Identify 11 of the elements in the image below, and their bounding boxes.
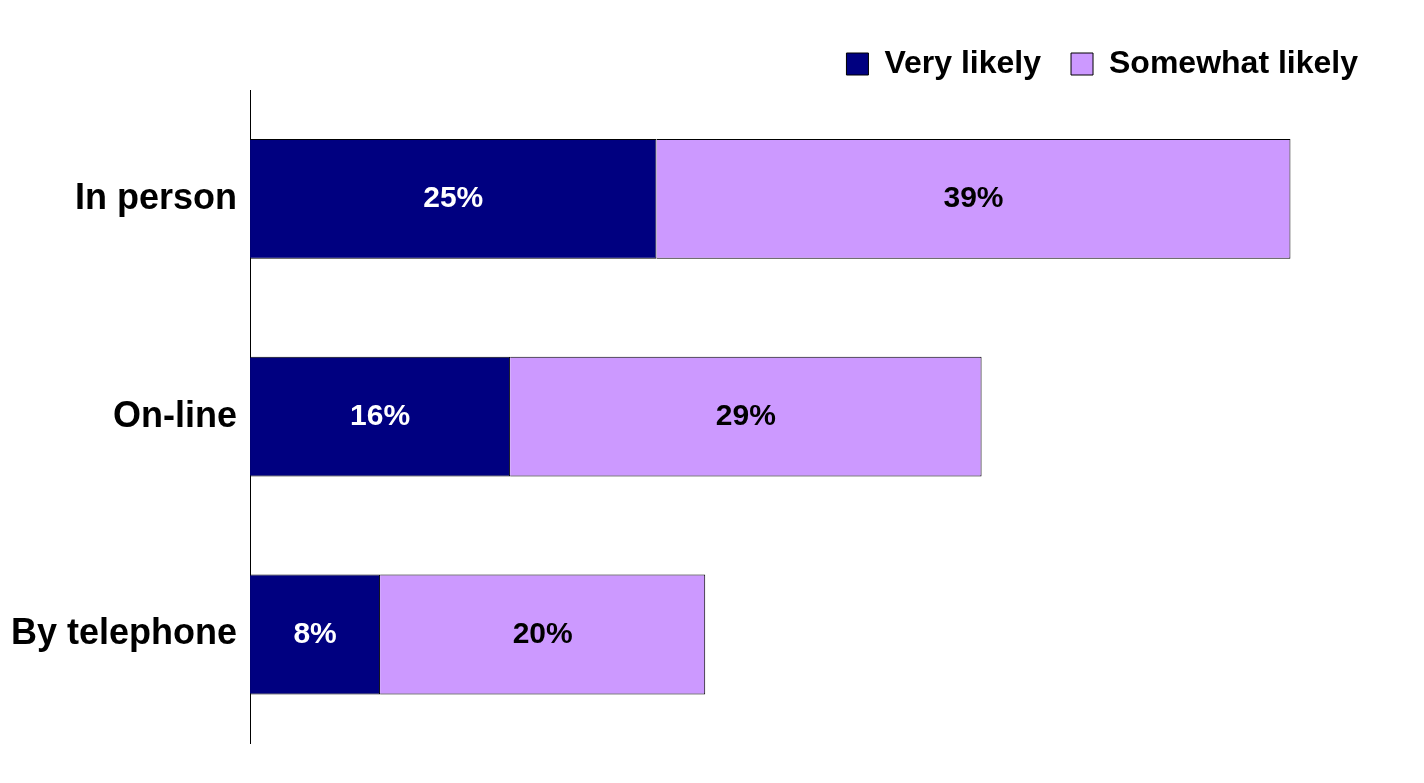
data-label: 25% (423, 180, 484, 214)
data-label: 29% (715, 397, 776, 431)
data-label: 16% (350, 397, 411, 431)
y-tick-label: By telephone (10, 611, 238, 653)
data-label: 39% (943, 180, 1004, 214)
y-tick-label: In person (75, 175, 238, 217)
data-label: 20% (512, 615, 573, 649)
legend-label: Somewhat likely (1109, 43, 1359, 80)
legend-label: Very likely (884, 43, 1042, 80)
data-label: 8% (293, 615, 337, 649)
y-tick-label: On-line (113, 393, 238, 435)
